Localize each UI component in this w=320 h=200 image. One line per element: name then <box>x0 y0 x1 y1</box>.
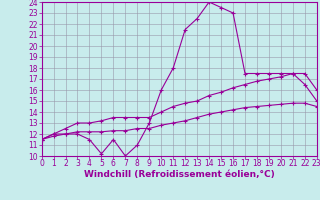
X-axis label: Windchill (Refroidissement éolien,°C): Windchill (Refroidissement éolien,°C) <box>84 170 275 179</box>
